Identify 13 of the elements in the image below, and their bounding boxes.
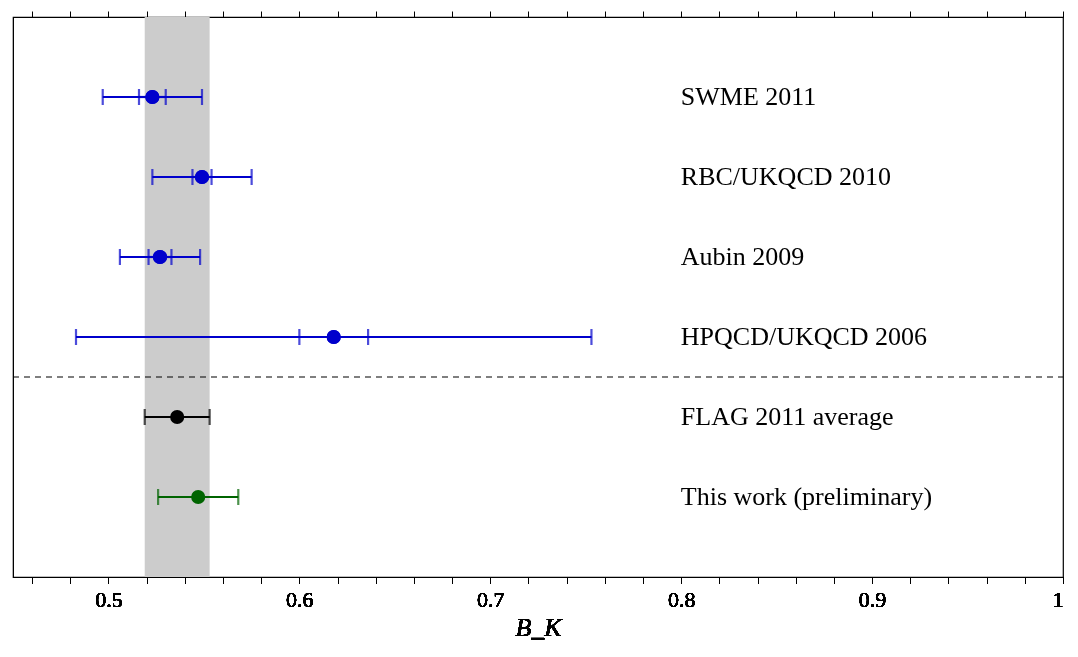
x-tick-label: 0.6 xyxy=(286,586,314,612)
y-tick-label: RBC/UKQCD 2010 xyxy=(680,162,891,191)
x-tick-label: 0.5 xyxy=(95,586,123,612)
x-tick-label: 0.9 xyxy=(858,586,887,612)
y-tick-label: HPQCD/UKQCD 2006 xyxy=(680,322,928,351)
x-tick-label: 0.8 xyxy=(667,586,696,612)
y-tick-label: SWME 2011 xyxy=(680,82,817,111)
y-tick-label: This work (preliminary) xyxy=(680,482,933,511)
y-tick-label: FLAG 2011 average xyxy=(680,402,894,431)
y-tick-label: Aubin 2009 xyxy=(680,242,805,271)
x-axis-title: B_K xyxy=(515,612,564,642)
x-tick-label: 0.7 xyxy=(477,586,505,612)
x-tick-label: 1 xyxy=(1052,586,1064,612)
